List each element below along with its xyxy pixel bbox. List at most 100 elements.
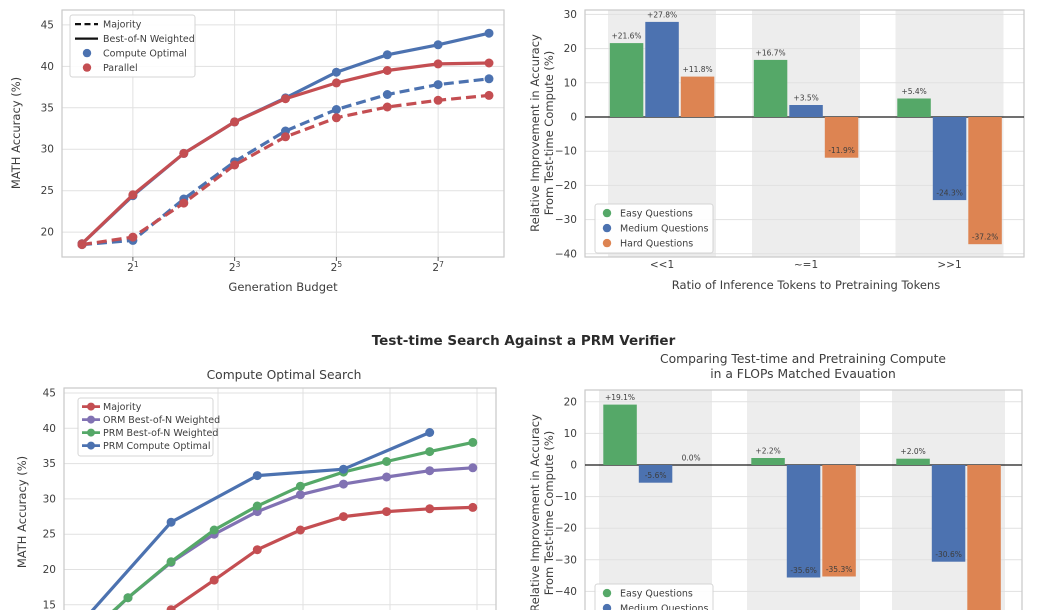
y-tick-label: 0 <box>570 460 577 472</box>
data-point-compute-optimal-best-of-n-weighted <box>331 67 341 77</box>
bar-chart-flops-matched: −40 −30 −20 −10 0 10 20 +19.1% -5.6% 0.0% +2.2% -35… <box>528 352 1023 610</box>
bar-value-label: +11.8% <box>683 65 713 74</box>
data-point-parallel-majority <box>77 240 87 250</box>
bar-medium-questions <box>645 21 679 117</box>
plot-border <box>61 9 505 258</box>
data-point-prm-best-of-n-weighted <box>123 593 133 603</box>
data-point-parallel-best-of-n-weighted <box>230 117 240 127</box>
legend-dot-medium-questions <box>602 223 612 233</box>
line-series-prm-compute-optimal <box>90 431 431 610</box>
bar-value-label: +21.6% <box>611 32 641 41</box>
data-point-compute-optimal-best-of-n-weighted <box>382 50 392 60</box>
bottom-left-title: Compute Optimal Search <box>207 368 362 382</box>
y-tick-label: 30 <box>564 9 577 21</box>
data-point-prm-best-of-n-weighted <box>252 501 262 511</box>
data-point-parallel-best-of-n-weighted <box>331 78 341 88</box>
data-point-parallel-majority <box>382 102 392 112</box>
legend-label-parallel: Parallel <box>103 63 138 74</box>
data-point-parallel-majority <box>484 90 494 100</box>
y-tick-label: 25 <box>41 185 54 197</box>
legend-label-best-of-n-weighted: Best-of-N Weighted <box>103 34 195 45</box>
legend-label-majority: Majority <box>103 20 142 31</box>
legend-label-medium-questions: Medium Questions <box>620 604 708 610</box>
legend-dot-orm-best-of-n-weighted <box>87 415 95 424</box>
data-point-prm-compute-optimal <box>339 464 348 474</box>
data-point-compute-optimal-best-of-n-weighted <box>433 40 443 50</box>
bar-easy-questions <box>609 43 644 117</box>
y-tick-label: 25 <box>43 529 56 541</box>
data-point-parallel-best-of-n-weighted <box>179 148 189 158</box>
y-tick-label: 10 <box>564 428 577 440</box>
legend-label-orm-best-of-n-weighted: ORM Best-of-N Weighted <box>103 415 220 426</box>
y-tick-label: 30 <box>43 493 56 505</box>
data-point-prm-compute-optimal <box>425 428 435 437</box>
data-point-prm-compute-optimal <box>166 517 176 527</box>
bar-value-label: +2.0% <box>900 447 925 456</box>
data-point-prm-best-of-n-weighted <box>468 437 478 447</box>
y-tick-label: 20 <box>41 227 54 239</box>
data-point-parallel-best-of-n-weighted <box>281 94 290 104</box>
bar-medium-questions <box>931 465 966 562</box>
bar-value-label: -35.3% <box>826 565 853 574</box>
line-series-parallel-best-of-n-weighted <box>80 61 490 245</box>
bottom-right-y-axis-label-line1: Relative Improvement in Accuracy <box>528 414 542 610</box>
legend-box <box>69 14 196 78</box>
legend-label-prm-compute-optimal: PRM Compute Optimal <box>103 441 210 452</box>
y-tick-label: 15 <box>43 599 56 610</box>
data-point-parallel-best-of-n-weighted <box>433 59 443 69</box>
line-chart-generation-budget: 20 25 30 35 40 45 21 23 25 27 Majority Best-of-N We… <box>9 9 505 294</box>
y-tick-label: −10 <box>555 146 577 158</box>
top-left-x-axis-label: Generation Budget <box>228 280 338 294</box>
legend-label-compute-optimal: Compute Optimal <box>103 49 187 60</box>
bar-value-label: +2.2% <box>755 447 780 456</box>
data-point-orm-best-of-n-weighted <box>339 479 348 489</box>
y-tick-label: −40 <box>555 586 577 598</box>
data-point-prm-best-of-n-weighted <box>425 447 435 457</box>
data-point-orm-best-of-n-weighted <box>468 463 478 473</box>
data-point-prm-compute-optimal <box>252 471 262 481</box>
legend-box <box>594 203 714 254</box>
bottom-right-title-line2: in a FLOPs Matched Evauation <box>710 367 896 381</box>
top-left-y-axis-label: MATH Accuracy (%) <box>9 77 23 189</box>
bar-hard-questions <box>968 117 1002 245</box>
data-point-majority <box>166 605 176 610</box>
data-point-majority <box>295 525 305 535</box>
data-point-parallel-best-of-n-weighted <box>128 190 138 200</box>
x-tick-label: 27 <box>432 260 444 274</box>
data-point-parallel-majority <box>331 113 341 123</box>
data-point-majority <box>382 507 392 517</box>
bar-medium-questions <box>786 465 821 578</box>
plot-border <box>584 389 1023 610</box>
bar-value-label: -11.9% <box>828 146 855 155</box>
bar-value-label: -30.6% <box>935 550 962 559</box>
y-tick-label: 45 <box>43 388 56 400</box>
legend-box <box>594 583 714 610</box>
data-point-parallel-majority <box>179 198 189 208</box>
y-tick-label: −30 <box>555 214 577 226</box>
data-point-majority <box>339 512 348 522</box>
legend-dot-easy-questions <box>602 588 612 598</box>
bar-hard-questions-cut-off <box>967 465 1001 610</box>
chart-bottom-right-flops-matched: −40 −30 −20 −10 0 10 20 +19.1% -5.6% 0.0% +2.2% -35… <box>523 330 1047 610</box>
data-point-compute-optimal-majority <box>382 90 392 99</box>
bar-hard-questions <box>824 117 859 158</box>
bar-hard-questions <box>822 465 856 577</box>
plot-border <box>63 387 497 610</box>
x-category-label: ~=1 <box>794 259 818 271</box>
top-right-y-axis-label-line2: From Test-time Compute (%) <box>542 51 556 216</box>
y-tick-label: −40 <box>555 248 577 260</box>
line-series-parallel-majority <box>81 93 490 247</box>
bar-value-label: +16.7% <box>756 48 786 57</box>
y-tick-label: 20 <box>564 396 577 408</box>
legend-dot-medium-questions <box>602 603 612 610</box>
x-tick-label: 25 <box>331 260 343 274</box>
y-tick-label: 40 <box>41 61 54 73</box>
bar-value-label: -5.6% <box>645 471 667 480</box>
bar-easy-questions <box>896 458 930 465</box>
y-tick-label: −20 <box>555 523 577 535</box>
data-point-parallel-best-of-n-weighted <box>382 66 392 75</box>
legend-dot-prm-best-of-n-weighted <box>87 428 95 437</box>
top-right-x-axis-label: Ratio of Inference Tokens to Pretraining… <box>672 278 940 292</box>
line-series-majority <box>168 505 473 610</box>
